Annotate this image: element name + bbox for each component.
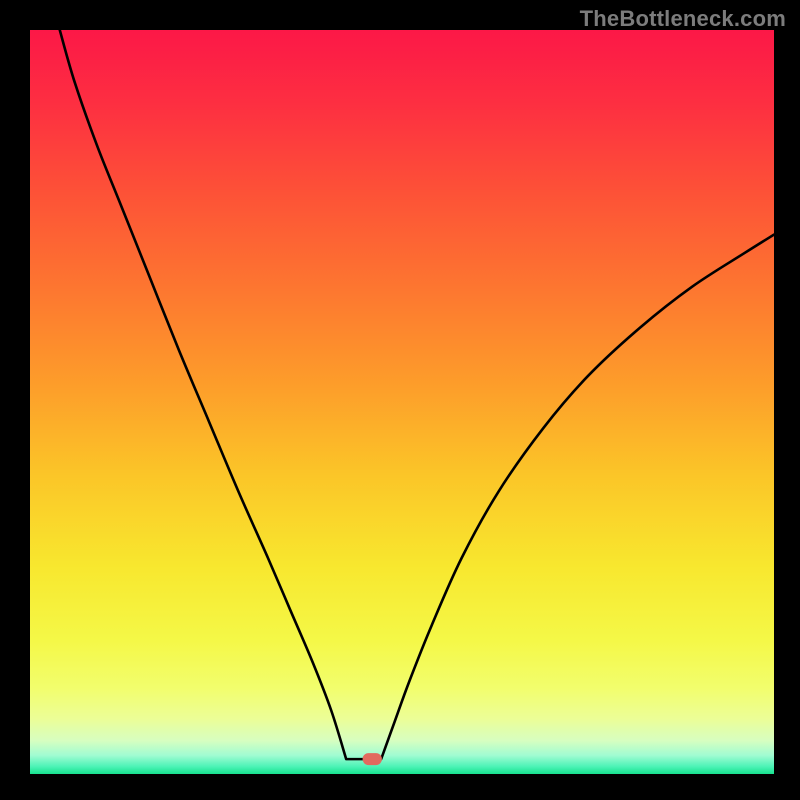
gradient-background	[30, 30, 774, 774]
source-watermark: TheBottleneck.com	[580, 6, 786, 32]
chart-frame: TheBottleneck.com	[0, 0, 800, 800]
bottleneck-curve-chart	[0, 0, 800, 800]
optimum-marker	[363, 753, 382, 765]
